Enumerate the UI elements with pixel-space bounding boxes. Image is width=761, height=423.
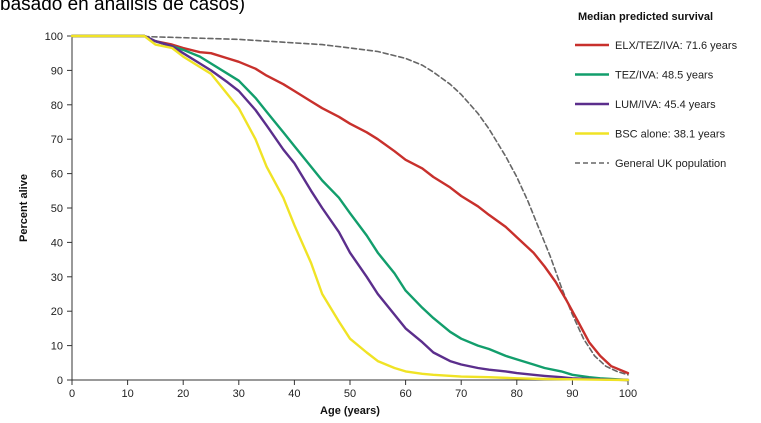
series-line-3 — [70, 34, 630, 382]
legend-items: ELX/TEZ/IVA: 71.6 years TEZ/IVA: 48.5 yea… — [575, 40, 738, 170]
y-tick-label: 70 — [51, 134, 63, 146]
y-tick-label: 100 — [45, 31, 63, 43]
axes: 0 10 20 30 40 50 60 70 80 90 100 0 10 20 30 40 50 60 70 80… — [45, 31, 638, 400]
x-tick-label: 60 — [399, 388, 411, 400]
x-tick-label: 50 — [344, 388, 356, 400]
y-tick-label: 80 — [51, 100, 63, 112]
series-line-2 — [70, 34, 630, 382]
x-tick-label: 20 — [177, 388, 189, 400]
y-tick-label: 60 — [51, 169, 63, 181]
x-tick-label: 10 — [121, 388, 133, 400]
legend-label-2: LUM/IVA: 45.4 years — [615, 99, 716, 111]
legend-label-4: General UK population — [615, 158, 726, 170]
y-tick-label: 30 — [51, 272, 63, 284]
x-ticks: 0 10 20 30 40 50 60 70 80 90 100 — [69, 380, 637, 400]
legend: Median predicted survival ELX/TEZ/IVA: 7… — [575, 11, 738, 170]
y-ticks: 0 10 20 30 40 50 60 70 80 90 100 — [45, 31, 72, 387]
series-lines — [70, 34, 630, 382]
legend-label-1: TEZ/IVA: 48.5 years — [615, 70, 714, 82]
y-tick-label: 50 — [51, 203, 63, 215]
y-tick-label: 0 — [57, 375, 63, 387]
legend-label-0: ELX/TEZ/IVA: 71.6 years — [615, 40, 738, 52]
series-line-0 — [70, 34, 630, 375]
x-tick-label: 40 — [288, 388, 300, 400]
x-tick-label: 90 — [566, 388, 578, 400]
x-tick-label: 70 — [455, 388, 467, 400]
page-caption: basado en análisis de casos) — [0, 0, 246, 15]
y-tick-label: 10 — [51, 341, 63, 353]
legend-label-3: BSC alone: 38.1 years — [615, 129, 726, 141]
y-tick-label: 20 — [51, 306, 63, 318]
x-tick-label: 0 — [69, 388, 75, 400]
y-axis-title: Percent alive — [18, 174, 30, 242]
y-tick-label: 40 — [51, 237, 63, 249]
x-axis-title: Age (years) — [320, 405, 380, 417]
series-line-1 — [70, 34, 630, 382]
series-line-4 — [71, 35, 629, 376]
x-tick-label: 30 — [233, 388, 245, 400]
x-tick-label: 80 — [511, 388, 523, 400]
x-tick-label: 100 — [619, 388, 637, 400]
legend-title: Median predicted survival — [578, 11, 713, 23]
y-tick-label: 90 — [51, 65, 63, 77]
